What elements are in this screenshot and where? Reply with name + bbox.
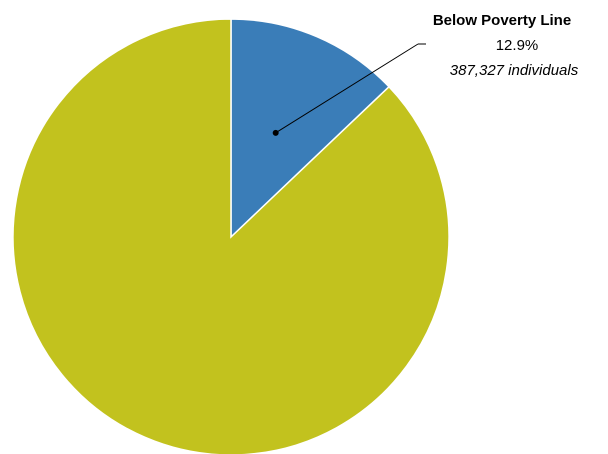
callout-leader-line: [275, 43, 419, 134]
slice-label: Below Poverty Line: [433, 12, 571, 29]
callout-anchor-dot: [272, 129, 279, 136]
pie-slice-1: [12, 18, 450, 454]
slice-percent-label: 12.9%: [496, 37, 539, 54]
pie-slice-0: [230, 18, 391, 239]
slice-count-label: 387,327 individuals: [450, 62, 579, 79]
slice-callout: Below Poverty Line 12.9% 387,327 individ…: [272, 12, 579, 136]
pie-slices: [12, 18, 450, 454]
